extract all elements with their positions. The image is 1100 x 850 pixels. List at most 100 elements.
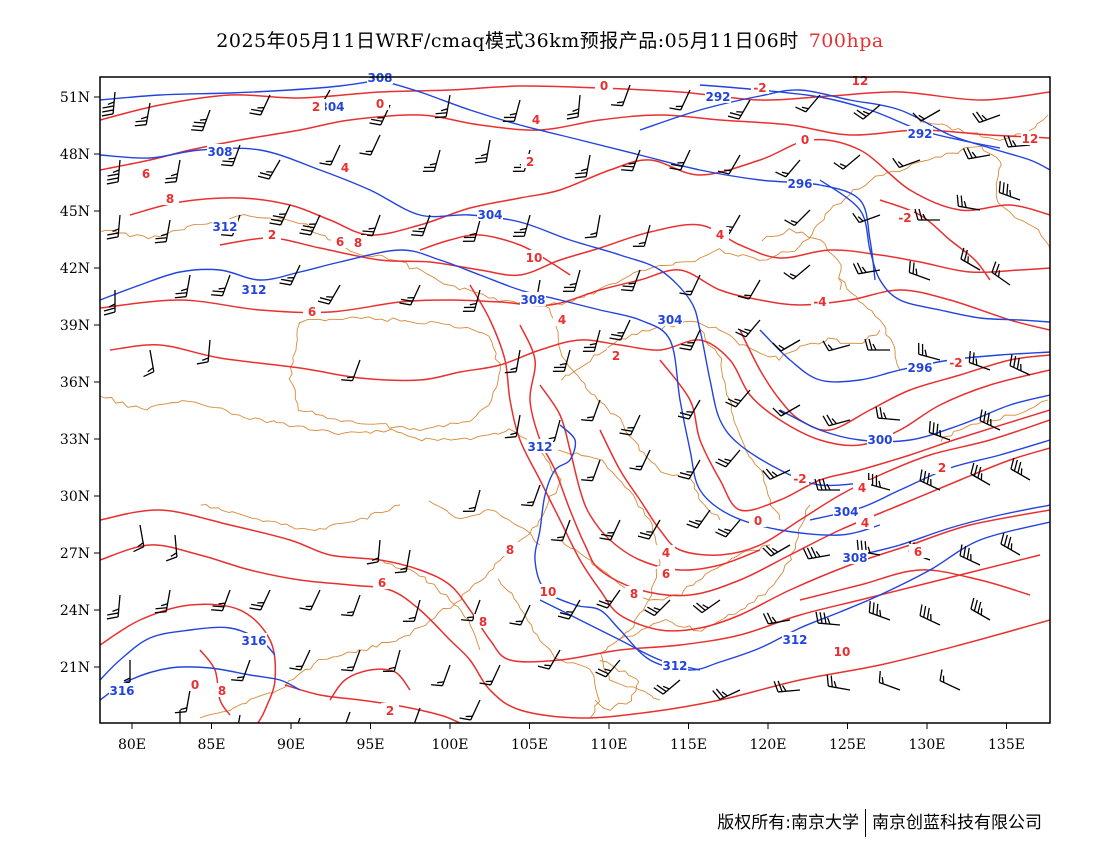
y-tick-label: 33N xyxy=(60,432,90,448)
wind-barb-icon xyxy=(677,459,701,480)
geopotential-label: 296 xyxy=(787,177,812,191)
wind-barb-icon xyxy=(784,209,811,227)
contour-label-bg xyxy=(525,250,543,264)
temperature-label: 8 xyxy=(506,543,514,557)
border-line xyxy=(560,538,771,601)
wind-barb-icon xyxy=(249,589,271,611)
wind-barb-icon xyxy=(679,329,701,351)
wind-barb-icon xyxy=(814,478,840,491)
contour-label-bg xyxy=(791,471,809,485)
credit-university: 版权所有:南京大学 xyxy=(717,813,859,833)
wind-barb-icon xyxy=(459,699,481,721)
temperature-label: 6 xyxy=(336,235,344,249)
wind-barb-icon xyxy=(103,290,116,316)
wind-barb-icon xyxy=(257,159,281,180)
wind-barb-icon xyxy=(411,214,431,237)
geopotential-contour xyxy=(759,329,1050,383)
wind-barb-icon xyxy=(462,219,481,242)
wind-barb-icon xyxy=(956,194,981,211)
contour-label-bg xyxy=(867,432,893,446)
wind-barb-icon xyxy=(919,469,941,491)
wind-barb-icon xyxy=(341,359,361,382)
wind-barb-icon xyxy=(1000,532,1021,556)
wind-barb-icon xyxy=(196,339,211,365)
wind-barb-icon xyxy=(802,546,831,560)
temperature-label: -2 xyxy=(898,211,911,225)
wind-barb-icon xyxy=(154,589,171,614)
border-line xyxy=(618,504,811,640)
temperature-label: 6 xyxy=(142,167,150,181)
temperature-label: 8 xyxy=(630,587,638,601)
temperature-contour xyxy=(129,138,1050,236)
y-tick-label: 24N xyxy=(60,603,90,619)
wind-barb-icon xyxy=(669,89,691,111)
temperature-contour xyxy=(329,668,411,701)
wind-barb-icon xyxy=(679,274,701,296)
contour-label-bg xyxy=(307,99,325,113)
wind-barb-icon xyxy=(562,269,581,292)
wind-barb-icon xyxy=(584,214,601,239)
wind-barb-icon xyxy=(669,149,691,171)
wind-barb-icon xyxy=(551,519,571,542)
contour-label-bg xyxy=(349,235,367,249)
y-tick-label: 48N xyxy=(60,147,90,163)
temperature-label: 6 xyxy=(914,545,922,559)
x-tick-label: 110E xyxy=(591,737,628,753)
wind-barb-icon xyxy=(211,274,231,297)
border-line xyxy=(539,300,721,521)
wind-barb-icon xyxy=(596,589,621,609)
wind-barb-icon xyxy=(279,264,301,286)
wind-barb-icon xyxy=(717,154,741,175)
temperature-contour xyxy=(100,544,1050,719)
x-tick-label: 115E xyxy=(670,737,707,753)
wind-barb-icon xyxy=(269,204,291,226)
contour-label-bg xyxy=(662,658,688,672)
geopotential-contour xyxy=(639,89,1050,171)
wind-barb-icon xyxy=(939,669,961,691)
wind-barb-icon xyxy=(621,149,641,172)
contour-label-bg xyxy=(811,294,829,308)
temperature-contour xyxy=(419,234,571,276)
wind-barb-icon xyxy=(461,599,481,622)
geopotential-label: 312 xyxy=(527,440,552,454)
y-tick-label: 45N xyxy=(60,204,90,220)
geopotential-label: 292 xyxy=(907,127,932,141)
temperature-label: -2 xyxy=(793,472,806,486)
contour-label-bg xyxy=(907,360,933,374)
wind-barb-icon xyxy=(299,589,321,611)
contour-label-bg xyxy=(373,575,391,589)
geopotential-label: 308 xyxy=(367,71,392,85)
plot-area xyxy=(100,77,1050,723)
wind-barb-icon xyxy=(317,284,341,305)
y-tick-label: 27N xyxy=(60,546,90,562)
wind-barb-icon xyxy=(537,649,561,670)
temperature-label: 2 xyxy=(938,461,946,475)
copyright-credit: 版权所有:南京大学 南京创蓝科技有限公司 xyxy=(717,808,1042,837)
wind-barb-icon xyxy=(297,717,301,723)
contour-label-bg xyxy=(1021,131,1039,145)
geopotential-label: 304 xyxy=(657,313,682,327)
wind-barb-icon xyxy=(581,459,601,482)
title-text: 2025年05月11日WRF/cmaq模式36km预报产品:05月11日06时 xyxy=(216,30,799,52)
wind-barb-icon xyxy=(174,274,191,299)
wind-barb-icon xyxy=(106,594,121,620)
wind-barb-icon xyxy=(783,264,811,280)
wind-barb-icon xyxy=(686,509,711,529)
contour-label-bg xyxy=(161,191,179,205)
wind-barb-icon xyxy=(106,159,121,185)
border-line xyxy=(428,500,541,546)
contour-label-bg xyxy=(381,703,399,717)
contour-label-bg xyxy=(909,544,927,558)
border-line xyxy=(761,228,843,291)
wind-barb-icon xyxy=(521,484,541,507)
wind-barb-icon xyxy=(231,659,251,682)
x-tick-label: 130E xyxy=(909,737,946,753)
contour-label-bg xyxy=(207,144,233,158)
temperature-contour xyxy=(599,419,1050,556)
contour-label-bg xyxy=(907,126,933,140)
temperature-label: 2 xyxy=(312,100,320,114)
wind-barb-icon xyxy=(621,269,641,292)
wind-barb-icon xyxy=(852,262,881,275)
x-tick-label: 90E xyxy=(277,737,305,753)
